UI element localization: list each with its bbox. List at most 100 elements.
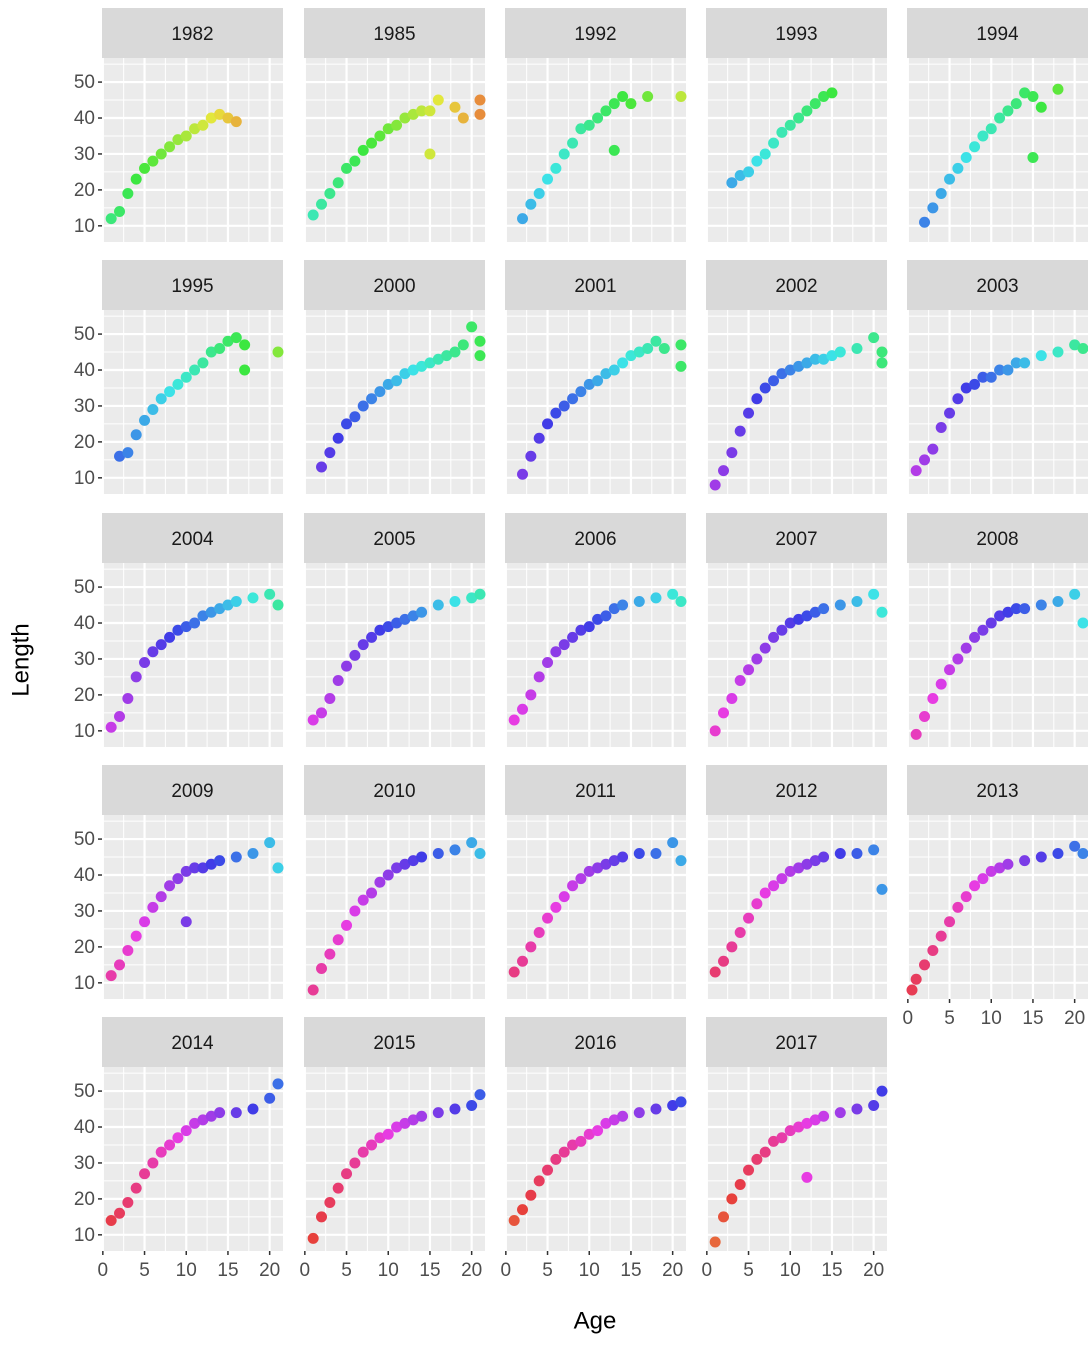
point — [374, 130, 386, 142]
strip-label: 2002 — [775, 276, 817, 297]
panel-background — [907, 815, 1088, 999]
point — [407, 1114, 419, 1126]
strip — [102, 513, 283, 563]
point — [533, 432, 545, 444]
point — [994, 862, 1006, 874]
point — [214, 603, 226, 615]
x-tick-label: 0 — [501, 1260, 512, 1281]
point — [341, 162, 353, 174]
point — [374, 1132, 386, 1144]
point — [919, 959, 931, 971]
point — [424, 357, 436, 369]
point — [801, 105, 813, 117]
panel-background — [102, 310, 283, 494]
point — [189, 617, 201, 629]
x-tick-label: 10 — [780, 1260, 801, 1281]
point — [374, 386, 386, 398]
point — [709, 725, 721, 737]
point — [139, 916, 151, 928]
point — [357, 144, 369, 156]
point — [960, 382, 972, 394]
strip — [505, 1017, 686, 1067]
point — [743, 912, 755, 924]
point — [583, 865, 595, 877]
point — [391, 862, 403, 874]
point — [818, 851, 830, 863]
point — [944, 407, 956, 419]
point — [709, 479, 721, 491]
point — [341, 418, 353, 430]
point — [239, 364, 251, 376]
point — [768, 631, 780, 643]
point — [230, 332, 242, 344]
point — [667, 1099, 679, 1111]
point — [592, 862, 604, 874]
point — [474, 847, 486, 859]
point — [818, 1110, 830, 1122]
point — [155, 393, 167, 405]
point — [944, 916, 956, 928]
point — [474, 108, 486, 120]
point — [726, 941, 738, 953]
point — [550, 1153, 562, 1165]
point — [784, 1125, 796, 1137]
point — [809, 1114, 821, 1126]
point — [382, 123, 394, 135]
point — [834, 847, 846, 859]
point — [759, 642, 771, 654]
point — [432, 599, 444, 611]
point — [776, 624, 788, 636]
point — [969, 880, 981, 892]
point — [214, 855, 226, 867]
point — [793, 360, 805, 372]
point — [197, 357, 209, 369]
point — [264, 837, 276, 849]
point — [189, 1117, 201, 1129]
strip-label: 1992 — [574, 24, 616, 45]
point — [642, 342, 654, 354]
x-tick-label: 15 — [620, 1260, 641, 1281]
panel-background — [505, 815, 686, 999]
point — [180, 916, 192, 928]
x-tick-label: 10 — [176, 1260, 197, 1281]
point — [341, 660, 353, 672]
strip — [706, 513, 887, 563]
panel-background — [706, 310, 887, 494]
point — [130, 671, 142, 683]
x-tick-label: 20 — [259, 1260, 280, 1281]
point — [341, 919, 353, 931]
strip — [505, 8, 686, 58]
point — [927, 692, 939, 704]
point — [592, 613, 604, 625]
point — [542, 418, 554, 430]
point — [366, 393, 378, 405]
point — [432, 1107, 444, 1119]
point — [105, 721, 117, 733]
point — [180, 371, 192, 383]
point — [155, 891, 167, 903]
point — [751, 1153, 763, 1165]
point — [391, 375, 403, 387]
point — [407, 855, 419, 867]
strip — [505, 513, 686, 563]
point — [366, 1139, 378, 1151]
point — [977, 873, 989, 885]
point — [449, 101, 461, 113]
point — [650, 335, 662, 347]
point — [332, 177, 344, 189]
point — [114, 959, 126, 971]
panel-background — [304, 1067, 485, 1251]
point — [533, 187, 545, 199]
y-tick-label: 30 — [74, 649, 95, 670]
point — [868, 588, 880, 600]
strip — [706, 260, 887, 310]
point — [617, 90, 629, 102]
strip — [304, 8, 485, 58]
point — [349, 905, 361, 917]
point — [977, 371, 989, 383]
point — [834, 599, 846, 611]
point — [197, 1114, 209, 1126]
point — [809, 353, 821, 365]
point — [205, 112, 217, 124]
